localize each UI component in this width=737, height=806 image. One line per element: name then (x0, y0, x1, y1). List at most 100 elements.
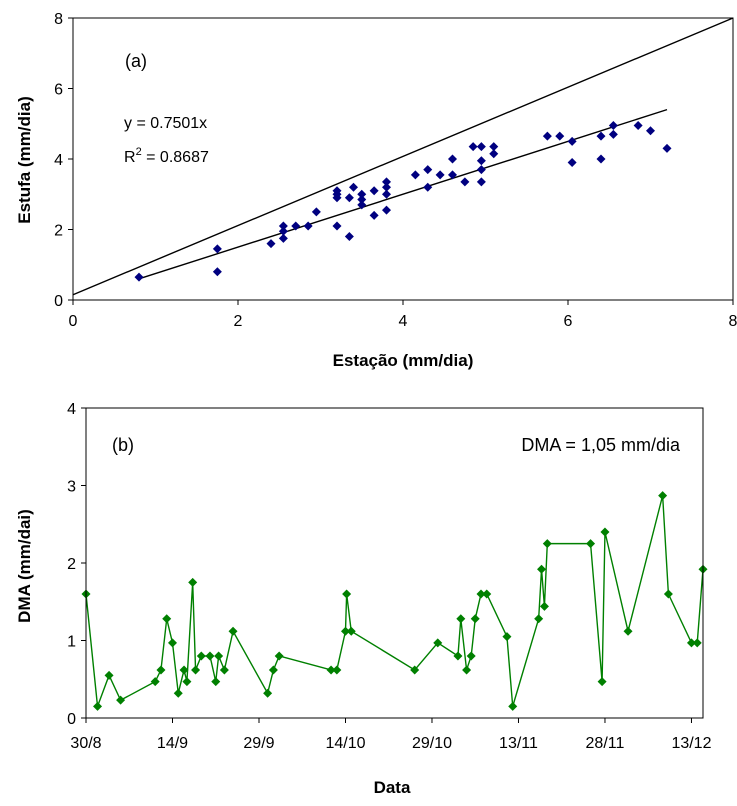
line-point (179, 665, 189, 675)
line-point (214, 651, 224, 661)
line-point (173, 688, 183, 698)
trendline (138, 108, 668, 280)
scatter-point (212, 244, 222, 254)
line-point (539, 601, 549, 611)
scatter-point (332, 221, 342, 231)
data-points-b (81, 491, 708, 711)
line-point (537, 564, 547, 574)
r-squared-prefix: R (124, 149, 136, 166)
line-point (219, 665, 229, 675)
x-tick-label: 6 (564, 313, 573, 330)
scatter-point (382, 177, 391, 187)
line-point (156, 665, 166, 675)
line-point (228, 626, 238, 636)
x-tick-label: 8 (729, 313, 737, 330)
scatter-point (476, 165, 486, 175)
line-point (623, 626, 633, 636)
scatter-point (369, 186, 379, 196)
line-point (268, 665, 278, 675)
line-point (196, 651, 206, 661)
scatter-point (567, 158, 577, 168)
line-point (274, 651, 284, 661)
scatter-point (303, 221, 313, 231)
line-point (342, 589, 352, 599)
line-point (466, 651, 476, 661)
scatter-point (476, 142, 486, 152)
x-tick-label: 28/11 (586, 735, 625, 752)
line-point (191, 665, 201, 675)
y-tick-label: 4 (67, 401, 76, 418)
scatter-point (344, 193, 354, 203)
y-tick-label: 6 (54, 82, 63, 99)
x-axis-label-a: Estação (mm/dia) (333, 351, 474, 370)
y-tick-label: 8 (54, 11, 63, 28)
scatter-point (555, 131, 565, 141)
scatter-point (266, 239, 276, 249)
line-point (597, 677, 607, 687)
x-tick-label: 2 (234, 313, 243, 330)
x-tick-label: 4 (399, 313, 408, 330)
line-point (150, 677, 160, 687)
line-point (104, 670, 114, 680)
line-point (663, 589, 673, 599)
line-point (476, 589, 486, 599)
line-point (346, 626, 356, 636)
line-panel: 0 1 2 3 4 30/8 14/9 29/9 14/10 29/10 13/11 28/11 13… (15, 401, 712, 797)
x-tick-label: 29/9 (243, 735, 274, 752)
line-point (410, 665, 420, 675)
y-axis-ticks-a: 0 2 4 6 8 (54, 11, 73, 310)
y-axis-label-a: Estufa (mm/dia) (15, 96, 34, 224)
scatter-point (460, 177, 470, 187)
scatter-point (608, 121, 618, 131)
x-tick-label: 14/9 (157, 735, 188, 752)
y-tick-label: 1 (67, 634, 76, 651)
y-tick-label: 0 (54, 293, 63, 310)
scatter-point (382, 182, 391, 192)
line-point (182, 677, 192, 687)
scatter-point (291, 221, 301, 231)
plot-area-a (72, 17, 734, 301)
scatter-point (357, 195, 367, 205)
line-point (462, 665, 472, 675)
r-squared-sup: 2 (136, 146, 142, 158)
scatter-point (278, 221, 288, 231)
line-point (658, 491, 668, 501)
line-point (433, 638, 443, 648)
x-axis-ticks-a: 0 2 4 6 8 (69, 300, 737, 330)
r-squared-label: R2 = 0.8687 (124, 146, 209, 166)
line-point (542, 539, 552, 549)
r-squared-value: = 0.8687 (142, 149, 209, 166)
y-tick-label: 2 (54, 223, 63, 240)
x-tick-label: 13/12 (671, 735, 711, 752)
line-point (205, 651, 215, 661)
line-point (692, 638, 702, 648)
scatter-point (596, 131, 606, 141)
line-point (93, 701, 103, 711)
scatter-point (134, 272, 144, 282)
y-tick-label: 0 (67, 711, 76, 728)
plot-area-b (85, 407, 704, 719)
scatter-point (646, 126, 655, 136)
line-point (326, 665, 336, 675)
x-tick-label: 29/10 (412, 735, 452, 752)
scatter-point (608, 129, 618, 139)
x-axis-label-b: Data (374, 778, 411, 797)
y-tick-label: 2 (67, 556, 76, 573)
scatter-point (382, 205, 391, 215)
line-point (456, 614, 466, 624)
equation-label: y = 0.7501x (124, 115, 207, 132)
line-point (470, 614, 480, 624)
scatter-point (423, 165, 433, 175)
panel-label-a: (a) (125, 51, 147, 71)
scatter-point (633, 121, 643, 131)
scatter-point (311, 207, 321, 217)
scatter-point (596, 154, 606, 164)
x-tick-label: 0 (69, 313, 78, 330)
scatter-point (567, 136, 577, 146)
line-point (162, 614, 172, 624)
line-point (211, 677, 221, 687)
line-point (502, 632, 512, 642)
scatter-point (344, 232, 354, 242)
